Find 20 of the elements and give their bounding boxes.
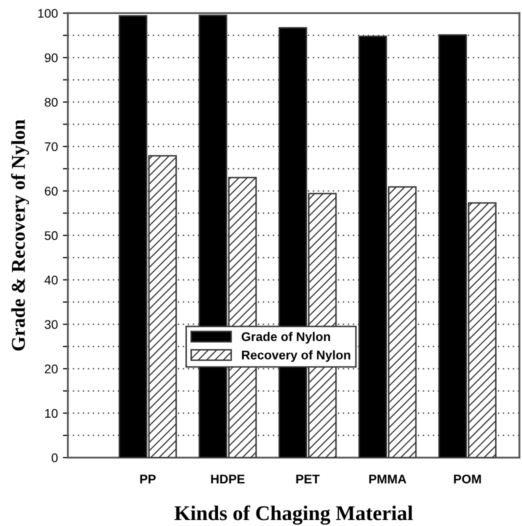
y-tick-label: 40 xyxy=(44,276,58,284)
legend-label: Grade of Nylon xyxy=(242,332,330,344)
y-tick-label: 50 xyxy=(44,231,58,240)
x-tick-label: POM xyxy=(454,474,481,484)
y-tick-label: 60 xyxy=(44,186,58,196)
x-tick-label: PET xyxy=(296,474,320,484)
y-tick-label: 70 xyxy=(44,142,58,152)
y-tick-label: 30 xyxy=(44,320,58,329)
x-tick-label: PMMA xyxy=(369,474,406,484)
x-axis-title: Kinds of Chaging Material xyxy=(174,505,413,525)
y-tick-label: 90 xyxy=(44,53,58,62)
x-tick-label: PP xyxy=(140,474,156,484)
y-tick-label: 10 xyxy=(45,408,58,418)
y-axis-title: Grade & Recovery of Nylon xyxy=(11,120,29,351)
y-tick-label: 0 xyxy=(52,453,58,462)
y-tick-label: 20 xyxy=(44,364,58,374)
y-tick-label: 80 xyxy=(44,98,58,107)
y-tick-label: 100 xyxy=(38,8,58,18)
legend-label: Recovery of Nylon xyxy=(242,350,350,362)
x-tick-label: HDPE xyxy=(211,474,245,484)
